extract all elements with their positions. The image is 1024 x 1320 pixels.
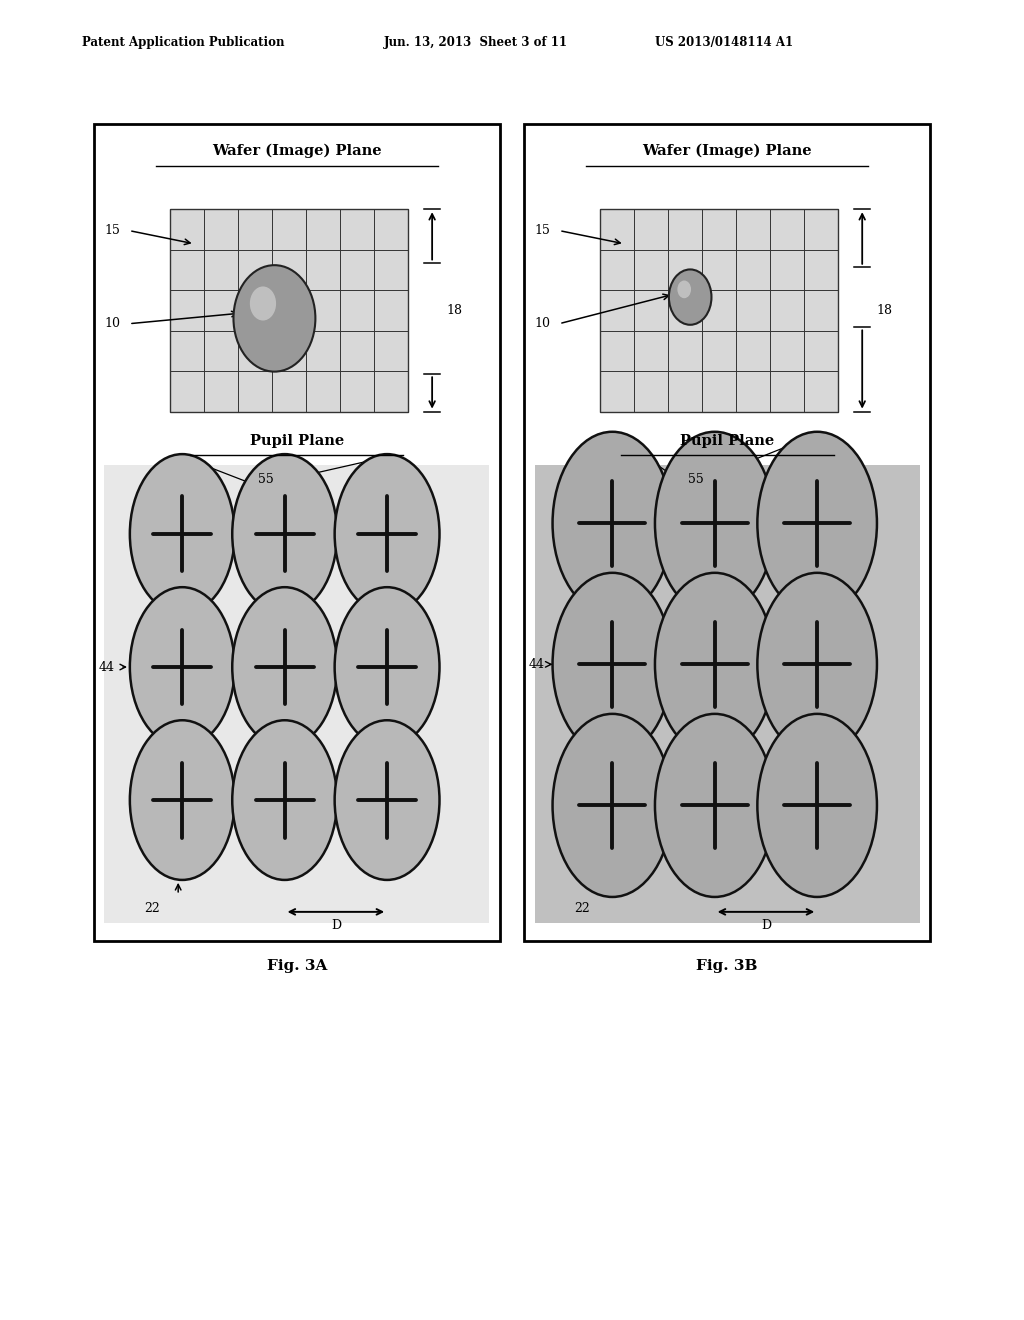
Ellipse shape (758, 432, 877, 615)
Ellipse shape (232, 587, 337, 747)
Ellipse shape (655, 714, 774, 898)
Ellipse shape (553, 573, 672, 756)
Text: 15: 15 (104, 224, 121, 238)
Bar (170, 210, 408, 412)
Ellipse shape (655, 432, 774, 615)
Text: D: D (761, 919, 771, 932)
Bar (600, 210, 838, 412)
Text: 44: 44 (98, 660, 115, 673)
Ellipse shape (335, 587, 439, 747)
Text: Wafer (Image) Plane: Wafer (Image) Plane (642, 144, 812, 158)
Ellipse shape (130, 587, 234, 747)
Ellipse shape (758, 573, 877, 756)
Text: Pupil Plane: Pupil Plane (250, 434, 344, 447)
Text: Jun. 13, 2013  Sheet 3 of 11: Jun. 13, 2013 Sheet 3 of 11 (384, 36, 568, 49)
Ellipse shape (335, 454, 439, 614)
Ellipse shape (553, 714, 672, 898)
Text: Fig. 3B: Fig. 3B (696, 960, 758, 973)
Text: Wafer (Image) Plane: Wafer (Image) Plane (212, 144, 382, 158)
Text: 10: 10 (104, 317, 121, 330)
Text: Patent Application Publication: Patent Application Publication (82, 36, 285, 49)
Ellipse shape (553, 432, 672, 615)
Text: D: D (331, 919, 341, 932)
Text: 15: 15 (535, 224, 551, 238)
Circle shape (678, 281, 691, 298)
Text: 44: 44 (528, 657, 545, 671)
Circle shape (669, 269, 712, 325)
Text: 18: 18 (877, 304, 893, 317)
Bar (104, 465, 489, 923)
Text: Pupil Plane: Pupil Plane (680, 434, 774, 447)
Ellipse shape (232, 454, 337, 614)
Text: 10: 10 (535, 317, 551, 330)
Text: 22: 22 (144, 902, 160, 915)
Ellipse shape (758, 714, 877, 898)
Ellipse shape (130, 721, 234, 880)
Text: 18: 18 (446, 304, 463, 317)
Ellipse shape (335, 721, 439, 880)
Ellipse shape (655, 573, 774, 756)
Text: 55: 55 (258, 473, 273, 486)
Text: US 2013/0148114 A1: US 2013/0148114 A1 (655, 36, 794, 49)
Bar (535, 465, 920, 923)
Circle shape (233, 265, 315, 372)
Text: Fig. 3A: Fig. 3A (267, 960, 327, 973)
Text: 55: 55 (688, 473, 703, 486)
Ellipse shape (232, 721, 337, 880)
Text: 22: 22 (574, 902, 590, 915)
Circle shape (250, 286, 276, 321)
Ellipse shape (130, 454, 234, 614)
